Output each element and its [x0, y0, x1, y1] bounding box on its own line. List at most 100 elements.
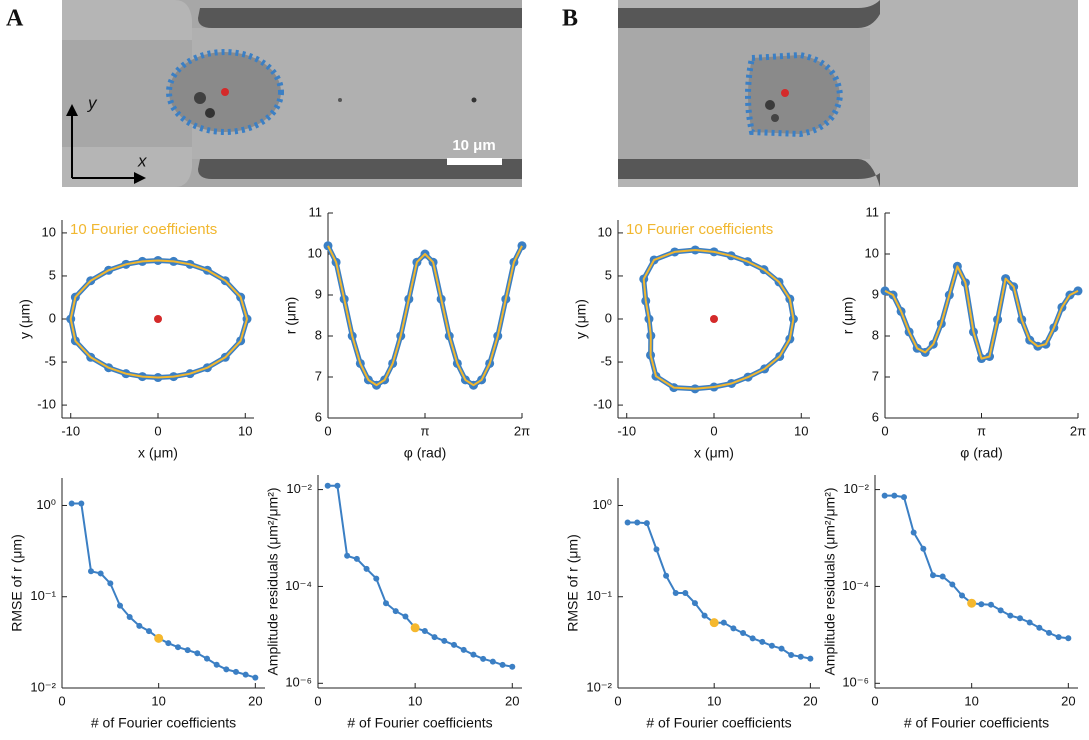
y-tick-label: 7 — [872, 368, 879, 383]
x-tick-label: 10 — [964, 693, 978, 708]
fit-line — [884, 265, 1079, 360]
x-tick-label: 0 — [324, 423, 331, 438]
x-tick-label: 0 — [314, 693, 321, 708]
panel-label: B — [562, 6, 578, 32]
x-axis-label: # of Fourier coefficients — [347, 715, 492, 731]
y-tick-label: 0 — [605, 310, 612, 325]
y-tick-label: 10⁻¹ — [30, 588, 56, 603]
data-point — [881, 492, 888, 499]
y-axis-label: y (μm) — [17, 299, 33, 339]
series-line — [627, 521, 811, 660]
data-point — [797, 653, 804, 660]
data-point — [1007, 612, 1014, 619]
y-tick-label: -5 — [44, 353, 56, 368]
data-point — [97, 570, 104, 577]
chart-panel: 0 π 2π 6 7 8 9 10 11 φ (rad) r (μm) — [840, 204, 1086, 460]
data-point — [421, 628, 428, 635]
y-tick-label: 5 — [605, 267, 612, 282]
data-point — [175, 644, 181, 651]
data-point — [107, 580, 114, 587]
data-point — [967, 598, 977, 608]
y-tick-label: 8 — [315, 327, 322, 342]
series-line — [327, 484, 513, 668]
data-point — [910, 529, 917, 536]
data-point — [939, 573, 946, 580]
data-point — [691, 600, 698, 607]
data-point — [768, 642, 775, 649]
series-line — [71, 502, 256, 679]
x-tick-label: 0 — [154, 423, 161, 438]
x-tick-label: 0 — [58, 693, 65, 708]
data-point — [720, 619, 727, 626]
y-axis-label: Amplitude residuals (μm²/μm²) — [822, 487, 838, 675]
data-point — [624, 519, 631, 526]
y-tick-label: 10⁻⁶ — [842, 675, 869, 690]
y-tick-label: 10 — [598, 224, 612, 239]
x-tick-label: 10 — [408, 693, 422, 708]
y-axis-label: y (μm) — [573, 299, 589, 339]
y-tick-label: 9 — [315, 286, 322, 301]
data-point — [460, 646, 467, 653]
chart-panel: 0 10 20 10⁻² 10⁻¹ 10⁰ # of Fourier coefficient… — [9, 478, 265, 731]
data-point — [451, 641, 457, 648]
axis-arrow-label: y — [87, 93, 98, 112]
data-point — [730, 625, 737, 632]
data-point — [194, 650, 201, 657]
y-tick-label: 10⁻² — [286, 481, 312, 496]
y-tick-label: 9 — [872, 286, 879, 301]
data-point — [509, 663, 516, 670]
data-point — [373, 575, 380, 582]
data-point — [402, 613, 409, 620]
data-point — [920, 545, 927, 552]
y-tick-label: 10⁻¹ — [586, 588, 612, 603]
data-point — [778, 645, 785, 652]
y-axis-label: r (μm) — [840, 297, 856, 335]
x-tick-label: π — [977, 423, 986, 438]
y-axis-label: r (μm) — [283, 297, 299, 335]
data-point — [653, 546, 660, 553]
x-tick-label: 10 — [794, 423, 808, 438]
y-tick-label: 10⁻⁴ — [842, 578, 869, 593]
y-tick-label: 10 — [42, 224, 56, 239]
data-point — [383, 600, 389, 607]
data-point — [1026, 619, 1033, 626]
centroid — [154, 315, 162, 323]
x-tick-label: 10 — [238, 423, 252, 438]
annotation: 10 Fourier coefficients — [70, 221, 217, 238]
y-axis-label: Amplitude residuals (μm²/μm²) — [265, 487, 281, 675]
data-point — [499, 661, 506, 668]
y-tick-label: 6 — [872, 409, 879, 424]
x-tick-label: 20 — [505, 693, 519, 708]
y-tick-label: 10⁻⁴ — [285, 578, 312, 593]
data-point — [480, 655, 487, 662]
data-point — [1036, 624, 1043, 631]
y-tick-label: -5 — [600, 353, 612, 368]
y-tick-label: 10⁻² — [843, 481, 869, 496]
data-point — [78, 500, 85, 507]
fit-line — [642, 249, 795, 390]
chart-panel: -10 0 10 -10 -5 0 5 10 x (μm) y (μm) 10 Fourier co… — [573, 220, 810, 461]
chart-panel: 0 10 20 10⁻⁶ 10⁻⁴ 10⁻² # of Fourier coefficien… — [822, 475, 1078, 731]
x-axis-label: # of Fourier coefficients — [646, 715, 791, 731]
y-tick-label: 11 — [309, 204, 323, 219]
y-tick-label: 10⁻² — [586, 679, 612, 694]
x-tick-label: -10 — [617, 423, 636, 438]
data-point — [363, 565, 370, 572]
data-point — [1065, 635, 1072, 642]
y-tick-label: 0 — [49, 310, 56, 325]
x-tick-label: 0 — [710, 423, 717, 438]
data-point — [489, 658, 496, 665]
data-point — [410, 623, 420, 633]
data-point — [959, 592, 965, 599]
data-point — [136, 622, 143, 629]
data-point — [1017, 615, 1023, 622]
data-point — [88, 568, 94, 575]
fit-line — [327, 245, 523, 387]
data-point — [749, 635, 756, 642]
micrograph: 10 μm y x — [62, 0, 522, 187]
x-tick-label: 0 — [614, 693, 621, 708]
x-axis-label: φ (rad) — [960, 445, 1003, 461]
x-tick-label: 20 — [803, 693, 817, 708]
y-tick-label: -10 — [593, 397, 612, 412]
